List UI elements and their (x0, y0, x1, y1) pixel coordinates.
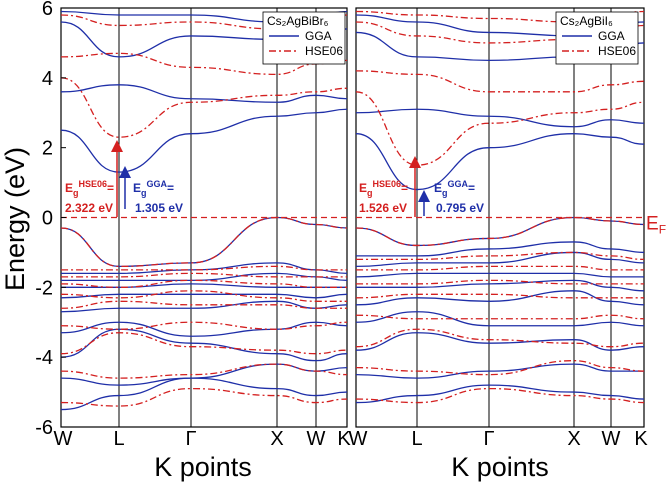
band-line-hse06 (61, 272, 347, 278)
x-tick-label: W (349, 428, 368, 450)
band-line-gga (356, 251, 644, 268)
band-line-hse06 (61, 216, 347, 268)
band-line-gga (356, 272, 644, 278)
x-tick-label: W (54, 428, 73, 450)
x-tick-label: X (567, 428, 580, 450)
gap-label-hse06: EgHSE06= (359, 179, 408, 198)
band-line-gga (356, 290, 644, 306)
band-line-hse06 (356, 328, 644, 348)
legend-box (262, 11, 346, 65)
band-line-hse06 (61, 332, 347, 355)
band-line-hse06 (356, 91, 644, 166)
band-line-hse06 (356, 293, 644, 299)
band-line-gga (61, 321, 347, 337)
gap-label-gga: EgGGA= (434, 179, 475, 198)
gap-value-hse06: 1.526 eV (359, 201, 407, 215)
legend-entry: HSE06 (305, 44, 343, 58)
band-line-hse06 (356, 279, 644, 285)
x-tick-label: X (270, 428, 283, 450)
band-line-gga (61, 328, 347, 362)
y-tick-label: 6 (42, 0, 53, 20)
band-line-hse06 (61, 321, 347, 330)
band-line-hse06 (356, 216, 644, 247)
legend-entry: HSE06 (598, 44, 636, 58)
y-tick-label: -2 (35, 277, 53, 299)
band-line-gga (61, 377, 347, 411)
legend-entry: GGA (598, 29, 625, 43)
band-line-gga (356, 279, 644, 292)
x-tick-label: L (113, 428, 124, 450)
y-tick-label: -4 (35, 347, 53, 369)
band-line-gga (356, 216, 644, 247)
band-line-hse06 (61, 300, 347, 309)
x-axis-label-left: K points (154, 452, 252, 482)
band-line-gga (61, 108, 347, 173)
band-line-hse06 (61, 279, 347, 288)
y-tick-label: 4 (42, 68, 53, 90)
x-tick-label: W (602, 428, 621, 450)
band-line-gga (356, 363, 644, 379)
band-line-hse06 (356, 265, 644, 271)
band-line-hse06 (356, 387, 644, 404)
legend-box (555, 11, 639, 65)
bands (61, 10, 347, 411)
x-tick-label: L (411, 428, 422, 450)
band-line-gga (356, 241, 644, 257)
x-tick-label: Γ (483, 428, 494, 450)
band-line-gga (61, 363, 347, 386)
band-line-gga (356, 384, 644, 404)
gap-value-hse06: 2.322 eV (65, 201, 113, 215)
band-line-hse06 (356, 360, 644, 376)
y-tick-label: -6 (35, 417, 53, 439)
x-tick-label: W (307, 428, 326, 450)
x-tick-label: K (337, 428, 351, 450)
x-tick-label: K (634, 428, 648, 450)
gap-value-gga: 0.795 eV (436, 201, 484, 215)
band-line-hse06 (356, 70, 644, 93)
band-line-gga (356, 108, 644, 128)
band-line-hse06 (356, 251, 644, 261)
legend-compound: Cs₂AgBiBr₆ (267, 14, 329, 28)
band-line-hse06 (61, 290, 347, 302)
band-line-gga (356, 332, 644, 351)
y-axis-label: Energy (eV) (0, 147, 30, 291)
band-line-gga (61, 216, 347, 268)
x-tick-label: Γ (185, 428, 196, 450)
band-line-gga (61, 300, 347, 313)
gap-label-hse06: EgHSE06= (65, 179, 114, 198)
band-line-gga (61, 84, 347, 103)
y-tick-label: 2 (42, 138, 53, 160)
band-line-gga (356, 133, 644, 191)
band-line-gga (61, 262, 347, 275)
band-line-gga (61, 293, 347, 299)
y-tick-label: 0 (42, 208, 53, 230)
band-line-hse06 (61, 387, 347, 407)
fermi-level-label: EF (646, 214, 666, 237)
gap-value-gga: 1.305 eV (135, 201, 183, 215)
band-line-hse06 (61, 265, 347, 271)
legend-entry: GGA (305, 29, 332, 43)
band-line-hse06 (61, 77, 347, 138)
band-line-hse06 (356, 314, 644, 320)
band-line-hse06 (61, 363, 347, 379)
legend-compound: Cs₂AgBiI₆ (560, 14, 613, 28)
x-axis-label-right: K points (451, 452, 549, 482)
bands (356, 10, 644, 404)
gap-label-gga: EgGGA= (133, 179, 174, 198)
band-line-gga (356, 311, 644, 327)
